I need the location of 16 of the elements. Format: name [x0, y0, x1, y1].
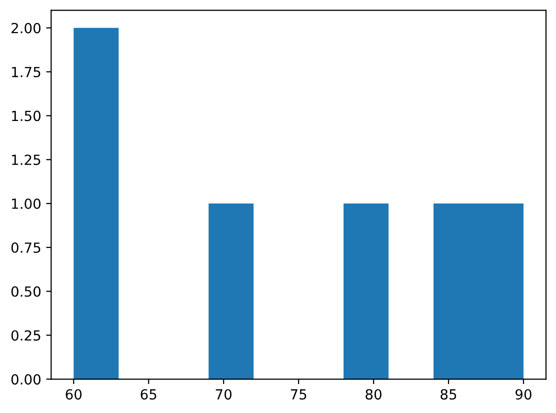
x-tick-label: 65: [140, 389, 156, 400]
x-tick-label: 70: [216, 389, 232, 400]
x-tick-label: 90: [516, 389, 532, 400]
x-tick-label: 85: [440, 389, 456, 400]
x-tick-label: 60: [66, 389, 82, 400]
y-tick-label: 1.25: [12, 154, 40, 166]
y-tick-label: 0.25: [11, 330, 40, 341]
y-tick-label: 2.00: [12, 22, 41, 34]
y-tick-label: 0.00: [11, 374, 41, 385]
x-tick-label: 75: [290, 389, 306, 400]
y-tick-label: 0.50: [11, 286, 41, 297]
x-tick-label: 80: [366, 389, 382, 400]
y-tick-label: 1.75: [12, 66, 40, 78]
y-tick-label: 1.50: [12, 110, 41, 122]
y-tick-label: 0.75: [11, 242, 40, 253]
y-tick-label: 1.00: [12, 198, 41, 209]
